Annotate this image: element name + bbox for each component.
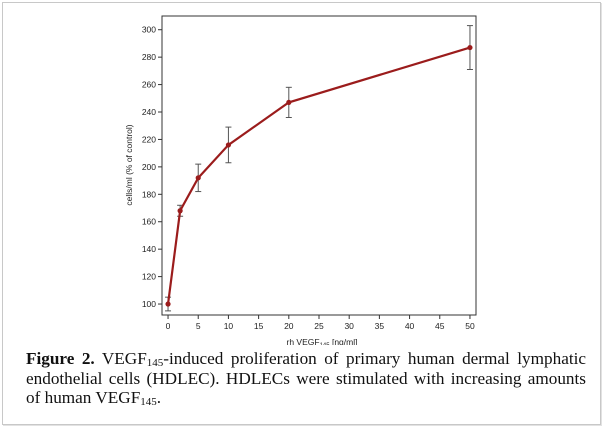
caption-subscript-2: 145 [140, 396, 157, 408]
data-point [165, 301, 171, 307]
x-tick-label: 45 [435, 321, 445, 331]
x-tick-label: 0 [166, 321, 171, 331]
caption-text-2: -induced proliferation of primary human … [26, 349, 586, 407]
y-tick-label: 240 [142, 107, 156, 117]
x-tick-label: 40 [405, 321, 415, 331]
y-tick-label: 260 [142, 80, 156, 90]
data-point [467, 44, 473, 51]
y-tick-label: 200 [142, 162, 156, 172]
x-tick-label: 30 [344, 321, 354, 331]
y-tick-label: 300 [142, 25, 156, 35]
data-point [286, 99, 292, 106]
y-tick-label: 100 [142, 299, 156, 309]
figure-caption: Figure 2. VEGF145-induced proliferation … [26, 349, 586, 408]
y-axis-ticks: 100 120 140 160 180 200 220 240 260 280 300 [142, 25, 162, 309]
data-point [177, 208, 183, 214]
data-point [225, 142, 232, 148]
caption-label: Figure 2. [26, 349, 95, 368]
line-chart: 100 120 140 160 180 200 220 240 260 280 300 0 5 10 15… [124, 15, 477, 345]
x-tick-label: 35 [375, 321, 385, 331]
x-tick-label: 20 [284, 321, 294, 331]
x-tick-label: 50 [465, 321, 475, 331]
figure-frame [2, 2, 601, 425]
caption-text-1: VEGF [94, 349, 147, 368]
x-axis-ticks: 0 5 10 15 20 25 30 35 40 45 50 [166, 315, 475, 331]
caption-text-3: . [156, 388, 162, 407]
y-axis-label: cells/ml (% of control) [124, 124, 134, 205]
x-tick-label: 10 [224, 321, 234, 331]
y-tick-label: 140 [142, 244, 156, 254]
y-tick-label: 220 [142, 134, 156, 144]
x-axis-label: rh VEGF145 [ng/ml] [287, 337, 358, 345]
data-points [165, 44, 473, 307]
x-tick-label: 15 [254, 321, 264, 331]
y-tick-label: 160 [142, 217, 156, 227]
error-bars [165, 25, 473, 312]
y-tick-label: 180 [142, 189, 156, 199]
y-tick-label: 280 [142, 52, 156, 62]
series-line [166, 46, 471, 305]
x-tick-label: 5 [196, 321, 201, 331]
data-point [195, 175, 201, 181]
x-tick-label: 25 [314, 321, 324, 331]
y-tick-label: 120 [142, 272, 156, 282]
caption-subscript-1: 145 [146, 357, 164, 369]
